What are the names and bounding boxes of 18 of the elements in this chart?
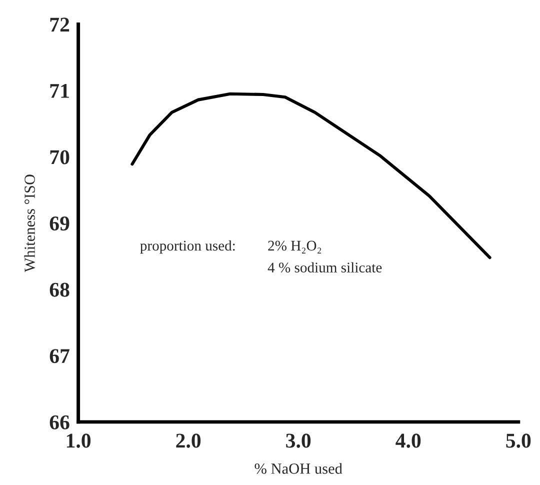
x-axis-title: % NaOH used (254, 463, 342, 474)
x-tick-label: 2.0 (176, 434, 201, 448)
annotation: proportion used: (140, 240, 235, 254)
y-tick-label: 72 (50, 18, 70, 32)
x-tick-label: 3.0 (286, 434, 311, 448)
x-tick-label: 1.0 (66, 434, 91, 448)
y-tick-label: 66 (50, 415, 70, 430)
line-series (130, 92, 492, 260)
y-tick-label: 70 (50, 150, 70, 164)
annotation: 4 % sodium silicate (268, 262, 382, 273)
x-tick-label: 5.0 (506, 434, 531, 448)
y-tick-label: 68 (50, 282, 70, 297)
y-tick-label: 71 (50, 84, 69, 98)
y-tick-label: 67 (50, 349, 70, 364)
annotation: 2% H₂O₂ (268, 240, 322, 254)
y-axis-title: Whiteness °ISO (24, 174, 35, 272)
x-tick-label: 4.0 (396, 434, 421, 448)
y-tick-label: 69 (50, 216, 70, 231)
